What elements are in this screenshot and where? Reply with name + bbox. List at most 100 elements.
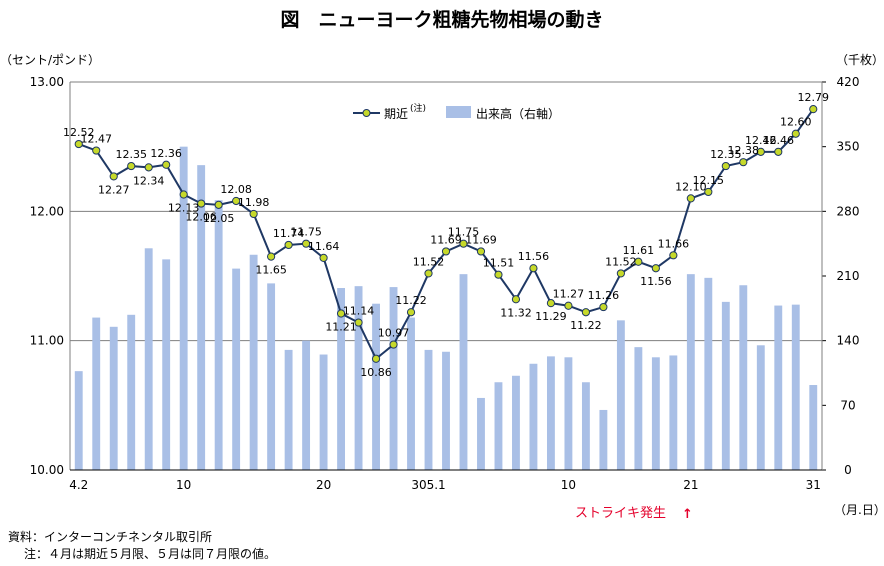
volume-bar [232, 268, 241, 470]
legend: 期近 (注) 出来高（右軸） [353, 102, 560, 121]
price-point [162, 160, 171, 169]
volume-bar [407, 317, 415, 470]
price-data-label: 11.61 [623, 244, 655, 257]
volume-bar [634, 347, 643, 470]
volume-bar [179, 146, 188, 470]
price-point [371, 354, 381, 363]
volume-bar [127, 314, 136, 470]
volume-bar [92, 317, 101, 470]
x-axis-unit: （月.日） [834, 503, 884, 517]
price-data-label: 11.75 [448, 226, 480, 239]
price-data-label: 12.60 [780, 116, 812, 129]
price-point [319, 253, 328, 262]
volume-bar [512, 375, 520, 470]
price-point [634, 257, 643, 266]
price-point [336, 309, 346, 318]
legend-bar-label: 出来高（右軸） [476, 106, 560, 121]
right-tick-label: 70 [840, 398, 855, 412]
left-axis-unit: （セント/ポンド） [0, 53, 100, 67]
source-note: 資料：インターコンチネンタル取引所 [8, 530, 213, 544]
price-point [109, 172, 118, 181]
volume-bar [442, 351, 450, 470]
price-point [127, 161, 136, 171]
strike-label: ストライキ発生 [575, 506, 666, 521]
right-tick-label: 350 [837, 140, 860, 154]
price-data-label: 11.22 [395, 294, 427, 307]
price-data-label: 12.06 [185, 211, 217, 224]
price-data-label: 12.13 [168, 202, 200, 215]
volume-bar [791, 304, 800, 470]
right-tick-label: 140 [837, 334, 860, 348]
left-tick-label: 10.00 [30, 463, 64, 477]
volume-bar [651, 357, 660, 470]
price-line [74, 105, 818, 363]
price-point [74, 139, 83, 149]
price-data-label: 11.22 [570, 319, 602, 332]
price-data-label: 12.52 [63, 126, 95, 139]
volume-bar [389, 287, 398, 470]
price-point [704, 187, 713, 197]
volume-bar [616, 320, 625, 470]
right-axis-unit: （千枚） [836, 52, 884, 67]
price-point [494, 270, 503, 279]
price-point [441, 247, 451, 256]
volume-bar [581, 382, 590, 470]
price-data-label: 11.69 [430, 233, 462, 246]
price-data-label: 11.52 [413, 255, 445, 268]
x-tick-label: 10 [561, 478, 576, 492]
price-point [599, 302, 608, 312]
price-data-label: 11.27 [553, 288, 585, 301]
volume-bar [529, 363, 538, 470]
price-data-label: 11.56 [518, 250, 550, 263]
price-data-label: 12.34 [133, 174, 165, 187]
price-point [511, 295, 521, 304]
volume-bar [144, 248, 153, 470]
price-point [284, 240, 293, 250]
volume-bar [267, 283, 276, 470]
price-data-label: 11.64 [308, 240, 340, 253]
legend-bar-swatch [446, 106, 471, 118]
left-tick-label: 13.00 [30, 75, 64, 89]
price-data-label: 11.65 [255, 264, 287, 277]
x-tick-label: 31 [806, 478, 821, 492]
price-point [756, 147, 765, 156]
x-tick-label: 10 [176, 478, 191, 492]
chart-title: 図 ニューヨーク粗糖先物相場の動き [280, 8, 603, 31]
price-data-label: 12.46 [763, 134, 795, 147]
price-point [214, 200, 223, 209]
price-point [546, 299, 556, 308]
volume-bar [74, 371, 83, 470]
price-data-label: 10.86 [360, 366, 392, 379]
volume-bar [477, 397, 485, 470]
volume-bar [197, 165, 206, 470]
price-data-label: 12.47 [80, 133, 112, 146]
price-data-label: 12.15 [693, 174, 725, 187]
right-tick-label: 420 [837, 75, 860, 89]
volume-bar [599, 409, 608, 470]
price-point [651, 264, 660, 273]
price-point [669, 251, 678, 260]
price-data-label: 10.97 [378, 327, 410, 340]
volume-bar [214, 200, 223, 470]
strike-arrow: ↑ [682, 507, 693, 522]
price-data-label: 12.79 [798, 91, 830, 104]
price-data-label: 11.56 [640, 275, 672, 288]
price-point [354, 318, 363, 327]
price-point [791, 129, 800, 138]
price-point [92, 146, 101, 155]
price-data-label: 12.27 [98, 183, 130, 196]
volume-bar [756, 345, 765, 470]
volume-bar [721, 301, 730, 470]
volume-bar [459, 274, 468, 470]
volume-bar [686, 274, 695, 470]
x-tick-label: 4.2 [69, 478, 88, 492]
volume-bar [669, 355, 678, 470]
price-point [529, 264, 538, 273]
x-tick-label: 21 [683, 478, 698, 492]
price-point [389, 340, 398, 349]
price-data-label: 12.38 [728, 144, 760, 157]
price-data-label: 11.29 [535, 310, 567, 323]
price-data-label: 11.21 [325, 321, 357, 334]
volume-bar [774, 305, 783, 470]
volume-bar [319, 354, 328, 470]
